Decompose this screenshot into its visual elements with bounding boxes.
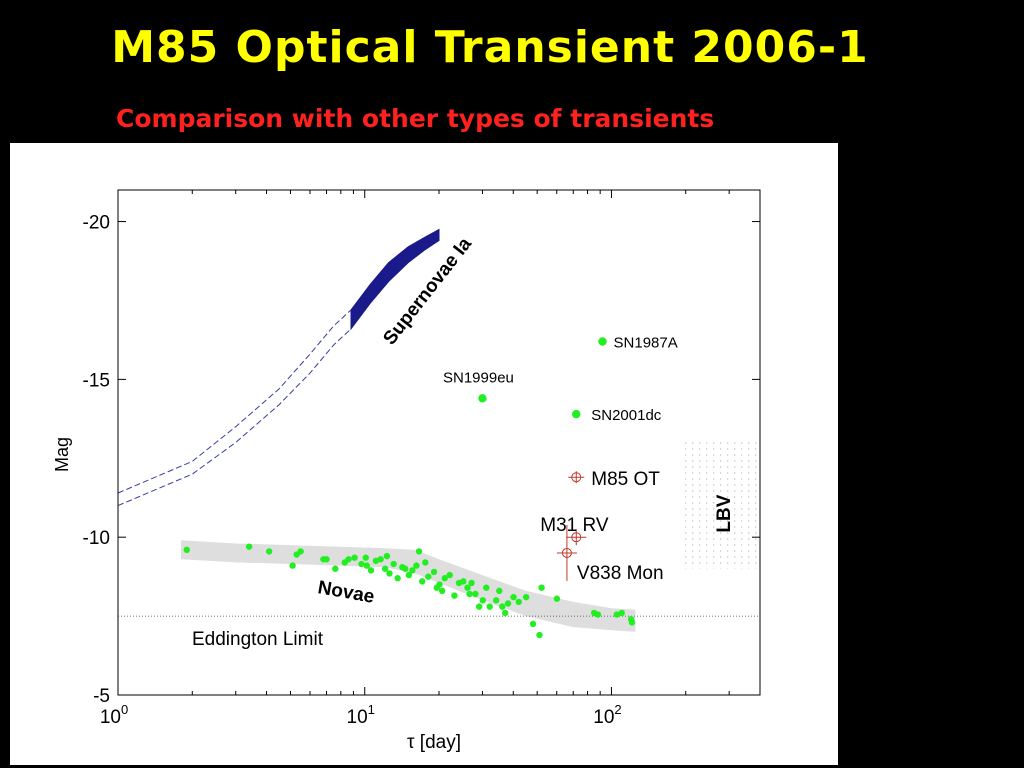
transient-point-sn1987a [598,337,607,346]
nova-point [486,603,493,610]
transient-label-v838-mon: V838 Mon [577,563,664,584]
transient-label-sn2001dc: SN2001dc [591,407,662,424]
nova-point [363,562,371,569]
nova-point [390,560,397,568]
nova-point [386,570,393,577]
red-transients: M85 OT M31 RV V838 Mon [540,469,663,584]
y-axis-label: Mag [52,437,72,472]
supernovae-upper-dashed [117,309,352,494]
x-tick-label: 101 [347,702,375,728]
nova-point [430,568,438,576]
nova-point [492,597,500,604]
nova-point [415,548,423,555]
nova-point [413,562,420,569]
figure-panel: SN1987A SN1999eu SN2001dc M85 OT M31 RV V838… [10,143,838,765]
nova-point [441,575,448,582]
x-tick-label: 102 [593,702,621,728]
nova-point [323,556,330,563]
nova-point [345,556,352,563]
nova-point [446,571,453,579]
nova-point [464,584,471,591]
nova-point [628,619,636,626]
x-tick-exponent: 2 [614,702,621,717]
nova-point [402,565,409,572]
axis-ticks: 100 101 102-20-15-10-5 [83,190,761,728]
nova-point [332,565,339,572]
transient-marker-m85-ot [571,472,582,483]
nova-point [394,575,401,582]
transient-label-sn1999eu: SN1999eu [443,369,514,386]
novae-label: Novae [316,577,376,608]
nova-point [553,595,561,602]
nova-point [460,578,467,585]
transient-marker-m31-rv [571,532,582,543]
eddington-limit-label: Eddington Limit [192,629,324,650]
transient-point-sn2001dc [572,409,581,419]
nova-point [245,543,253,550]
nova-point [438,587,446,595]
y-tick-label: -20 [83,213,110,234]
nova-point [422,559,429,566]
slide-title: M85 Optical Transient 2006-1 [111,22,869,73]
nova-point [377,556,384,563]
nova-point [419,578,426,585]
y-tick-label: -10 [83,528,110,549]
chart: SN1987A SN1999eu SN2001dc M85 OT M31 RV V838… [52,189,761,753]
nova-point [472,590,479,598]
nova-point [479,597,487,604]
nova-point [451,592,458,599]
y-tick-label: -5 [93,686,110,707]
nova-point [367,567,375,574]
nova-point [538,584,545,591]
nova-point [522,593,530,601]
x-tick-exponent: 1 [368,702,375,717]
nova-point [536,631,543,639]
nova-point [383,552,391,560]
nova-point [515,598,522,606]
y-tick-label: -15 [83,370,110,391]
nova-point [475,603,483,610]
nova-point [594,611,602,618]
lbv-label: LBV [714,494,735,532]
x-tick-exponent: 0 [121,702,128,717]
supernovae-solid-band [350,228,440,331]
nova-point [468,579,475,587]
transient-label-sn1987a: SN1987A [614,335,678,352]
nova-point [510,593,517,601]
transient-label-m85-ot: M85 OT [591,469,660,490]
supernovae-ia-label: Supernovae Ia [379,233,476,349]
nova-point [409,567,416,574]
supernovae-ia-band [117,228,440,507]
novae-points [183,543,636,639]
nova-point [351,554,358,561]
transient-point-sn1999eu [478,394,487,403]
nova-point [358,560,365,568]
nova-point [466,590,473,598]
nova-point [529,620,537,628]
nova-point [183,546,190,554]
nova-point [362,554,369,561]
slide-subtitle: Comparison with other types of transient… [116,104,715,133]
nova-point [289,562,296,569]
nova-point [499,603,506,610]
nova-point [504,600,512,607]
nova-point [502,609,509,617]
nova-point [496,587,503,595]
named-transients: SN1987A SN1999eu SN2001dc [443,335,678,425]
nova-point [433,584,441,591]
nova-point [618,609,625,617]
nova-point [297,548,304,555]
nova-point [405,571,413,579]
transient-marker-v838-mon [561,547,572,558]
transient-label-m31-rv: M31 RV [540,515,609,536]
nova-point [381,565,389,572]
nova-point [613,611,620,618]
nova-point [265,548,273,555]
nova-point [425,573,432,580]
supernovae-lower-dashed [117,328,352,507]
nova-point [483,584,490,591]
x-axis-label: τ [day] [407,732,461,753]
